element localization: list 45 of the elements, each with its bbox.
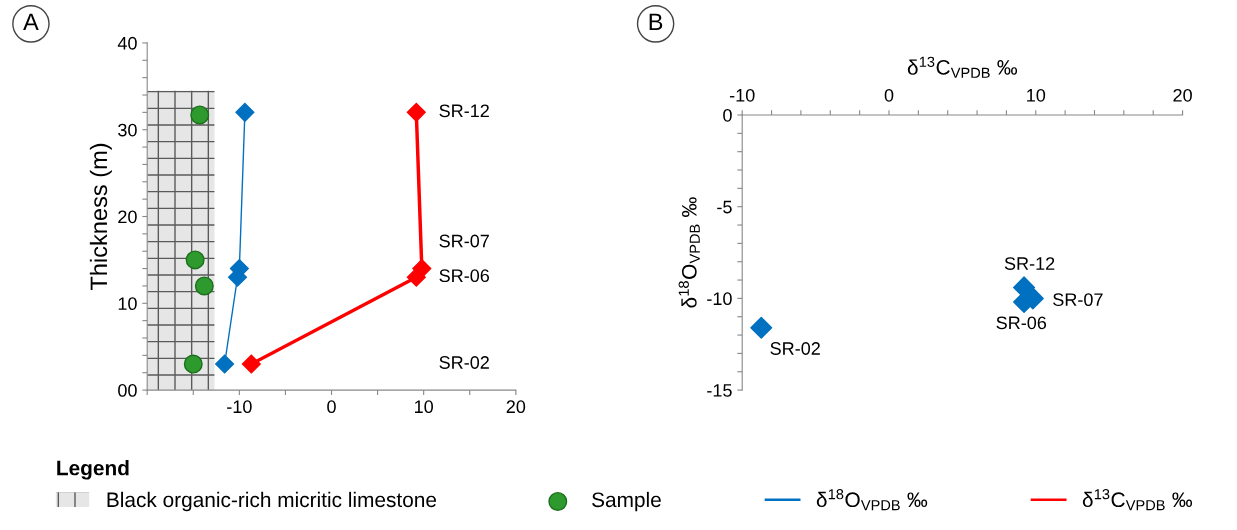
legend-label: δ$^{13}$C$_{VPDB}$ ‰ [1082,489,1193,511]
y-tick-label: 00 [118,384,137,397]
annotation: SR-06 [996,316,1047,330]
y-tick-label: 10 [118,297,137,311]
annotation: SR-02 [770,342,820,355]
point [185,250,205,270]
point [406,102,426,122]
legend-label: δ$^{18}$O$_{VPDB}$ ‰ [816,489,928,511]
point [241,354,261,374]
text: B [649,13,663,30]
y-tick-label: 0 [723,108,732,122]
x-tick-label: -10 [227,400,252,414]
y-tick-label: -10 [707,292,732,306]
annotation: SR-07 [1053,293,1103,307]
point [183,354,203,374]
x-tick-label: 20 [1173,88,1192,102]
y-tick-label: 30 [118,123,137,137]
x-tick-label: 0 [884,88,894,102]
y-tick-label: 20 [118,210,137,224]
point [406,267,426,287]
annotation: SR-07 [439,234,489,248]
annotation: SR-12 [439,104,489,118]
y-tick-label: 40 [117,36,137,50]
point [190,105,210,125]
annotation: SR-06 [439,269,490,283]
x-tick-label: 0 [327,400,336,414]
text: A [23,13,39,30]
legend-title: Legend [57,460,129,480]
point [215,354,235,374]
x-tick-label: 20 [506,400,526,414]
point [194,276,214,296]
y-tick-label: -15 [707,384,732,397]
point [235,102,255,122]
x-axis-title: δ$^{13}$C$_{VPDB}$ ‰ [907,56,1018,78]
legend-label: Sample [592,491,661,512]
x-tick-label: -10 [729,88,755,102]
y-tick-label: -5 [717,200,732,214]
y-axis-title: δ$^{18}$O$_{VPDB}$ ‰ [678,197,700,308]
point [750,316,773,339]
y-axis-title: Thickness (m) [89,143,112,291]
x-tick-label: 10 [1027,88,1046,102]
x-tick-label: 10 [415,400,434,414]
annotation: SR-02 [439,356,489,369]
legend-label: Black organic-rich micritic limestone [107,491,437,512]
annotation: SR-12 [1004,257,1055,270]
